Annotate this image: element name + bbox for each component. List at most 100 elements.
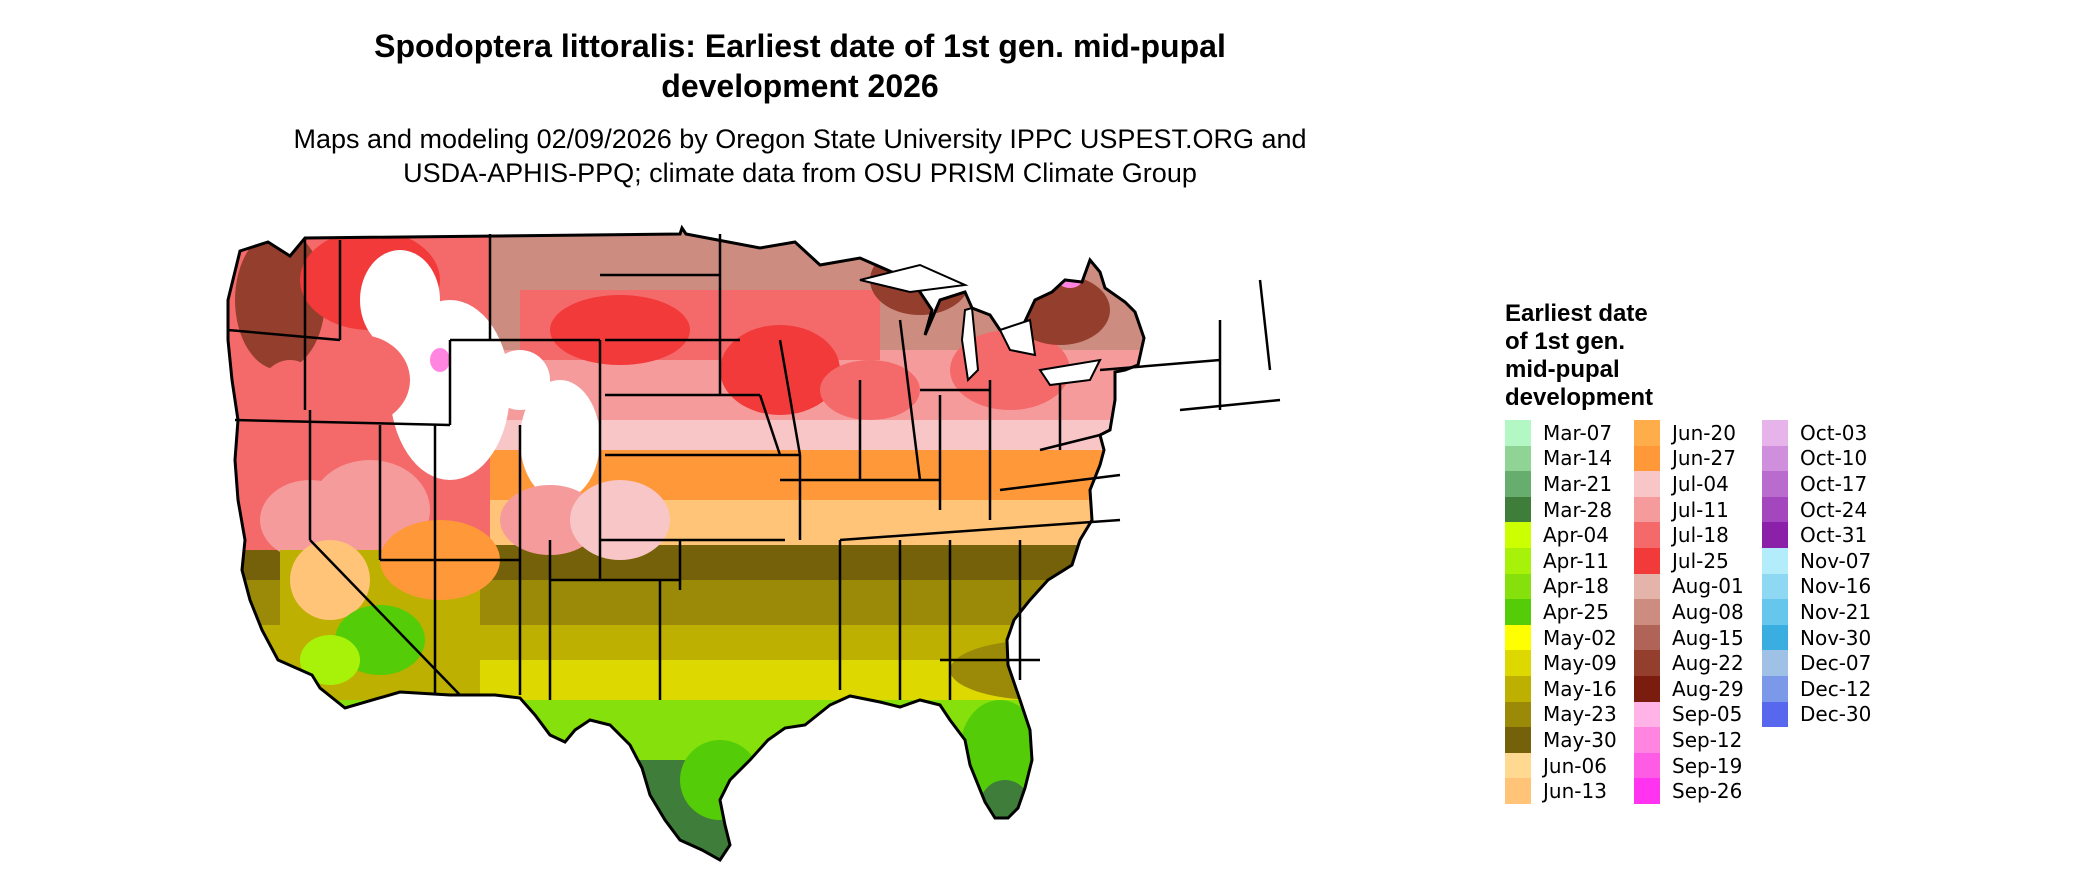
legend-swatch [1634,778,1660,804]
legend-title-line: development [1505,384,1654,411]
legend-label: Nov-16 [1800,574,1872,599]
legend-swatch [1762,624,1788,651]
legend-item: Sep-05 [1634,701,1744,728]
legend-item: Dec-12 [1762,675,1871,702]
legend-swatch [1505,496,1531,523]
legend-column-3: Oct-03 Oct-10 Oct-17 Oct-24 Oct-31 Nov-07 Nov-… [1762,420,1872,728]
legend-item: Mar-21 [1505,471,1617,497]
legend-item: Oct-03 [1762,420,1871,446]
legend-swatch [1762,701,1788,728]
legend-item: Mar-14 [1505,445,1617,472]
legend-label: Sep-19 [1672,753,1743,778]
legend-label: Oct-10 [1800,446,1868,471]
legend-label: May-23 [1543,702,1617,727]
legend-swatch [1505,599,1531,625]
legend-swatch [1762,471,1788,497]
legend-swatch [1634,471,1660,497]
legend-item: Nov-21 [1762,599,1871,625]
legend-item: May-30 [1505,727,1617,753]
legend-swatch [1505,420,1531,446]
legend-swatch [1762,675,1788,702]
legend-label: Jun-13 [1543,779,1607,804]
legend-swatch [1634,727,1660,753]
legend-swatch [1634,599,1660,625]
legend-swatch [1505,701,1531,728]
legend-label: Nov-07 [1800,548,1872,573]
legend-swatch [1634,675,1660,702]
legend-label: Sep-12 [1672,727,1743,752]
legend-item: Aug-01 [1634,573,1744,600]
legend-label: Jul-04 [1672,471,1729,496]
legend-label: Jul-11 [1672,497,1729,522]
map-title-line-2: development 2026 [661,68,939,104]
legend-label: May-02 [1543,625,1617,650]
legend-item: May-09 [1505,650,1617,676]
legend-item: Jun-06 [1505,752,1617,779]
legend-item: Oct-17 [1762,471,1871,497]
legend-label: Jun-20 [1672,420,1736,445]
legend-swatch [1634,752,1660,779]
legend-item: Jun-13 [1505,778,1617,804]
legend-label: Sep-05 [1672,702,1743,727]
legend-label: Oct-24 [1800,497,1868,522]
legend-label: May-16 [1543,676,1617,701]
legend-swatch [1634,420,1660,446]
legend-item: Nov-16 [1762,573,1872,600]
legend-item: Jun-27 [1634,445,1744,472]
legend-label: Oct-17 [1800,471,1868,496]
legend-item: Apr-11 [1505,547,1617,574]
legend-item: Aug-29 [1634,675,1744,702]
legend-item: Nov-07 [1762,547,1872,574]
legend-label: May-30 [1543,727,1617,752]
legend-item: Aug-22 [1634,650,1744,676]
legend-item: Dec-30 [1762,701,1872,728]
legend-label: Dec-30 [1800,702,1872,727]
legend-label: Apr-18 [1543,574,1609,599]
legend-item: Mar-07 [1505,420,1617,446]
legend-label: Nov-30 [1800,625,1872,650]
legend-item: May-23 [1505,701,1617,728]
legend-swatch [1505,573,1531,600]
map-subtitle-line-2: USDA-APHIS-PPQ; climate data from OSU PR… [403,158,1197,188]
legend-label: Apr-25 [1543,599,1609,624]
legend-label: Oct-03 [1800,420,1868,445]
legend-column-2: Jun-20 Jun-27 Jul-04 Jul-11 Jul-18 Jul-25 Aug-… [1634,420,1744,804]
legend-swatch [1505,752,1531,779]
legend-label: Mar-14 [1543,446,1613,471]
legend-item: Sep-26 [1634,778,1744,804]
legend-label: Oct-31 [1800,523,1868,548]
legend-label: Mar-21 [1543,471,1613,496]
legend-swatch [1505,727,1531,753]
legend-item: Nov-30 [1762,624,1872,651]
us-phenology-map [226,226,1281,862]
legend-item: Jul-11 [1634,496,1744,523]
legend-label: Jun-06 [1543,753,1607,778]
legend-label: Sep-26 [1672,779,1743,804]
legend-swatch [1634,624,1660,651]
legend-item: Oct-24 [1762,496,1871,523]
legend-item: Aug-15 [1634,624,1744,651]
legend-label: Mar-28 [1543,497,1613,522]
legend-swatch [1762,547,1788,574]
legend-swatch [1505,650,1531,676]
legend-item: Sep-19 [1634,752,1744,779]
legend-swatch [1634,650,1660,676]
legend-item: Jul-18 [1634,522,1744,548]
legend-swatch [1762,599,1788,625]
legend-item: Apr-25 [1505,599,1617,625]
legend-item: Apr-04 [1505,522,1617,548]
legend-label: Dec-07 [1800,651,1872,676]
legend-swatch [1505,522,1531,548]
legend-swatch [1634,547,1660,574]
legend-label: Aug-22 [1672,651,1744,676]
legend-swatch [1762,420,1788,446]
legend-label: Nov-21 [1800,599,1872,624]
legend-swatch [1505,624,1531,651]
legend-swatch [1634,522,1660,548]
legend-item: May-02 [1505,624,1617,651]
legend-label: Jul-25 [1672,548,1729,573]
legend-label: Aug-01 [1672,574,1744,599]
legend-label: Aug-29 [1672,676,1744,701]
legend-item: Jun-20 [1634,420,1744,446]
legend-swatch [1505,547,1531,574]
